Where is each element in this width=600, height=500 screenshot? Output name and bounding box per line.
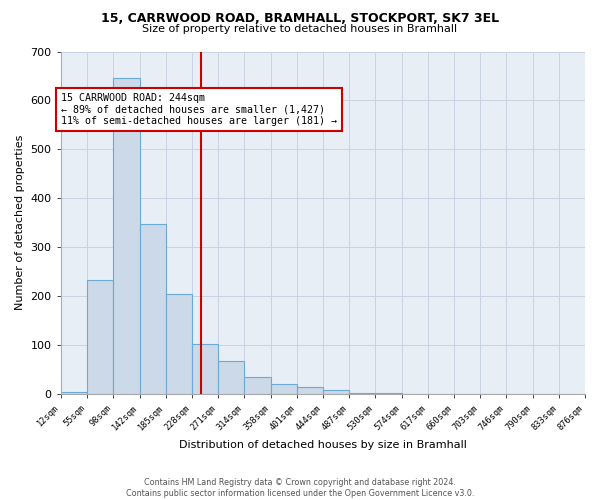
Text: Contains HM Land Registry data © Crown copyright and database right 2024.
Contai: Contains HM Land Registry data © Crown c… [126,478,474,498]
Bar [113,78,140,394]
Bar [218,360,244,394]
Bar [244,377,271,394]
Bar [87,280,113,394]
Bar [140,224,166,394]
Bar [192,344,218,394]
Text: 15, CARRWOOD ROAD, BRAMHALL, STOCKPORT, SK7 3EL: 15, CARRWOOD ROAD, BRAMHALL, STOCKPORT, … [101,12,499,26]
Bar [323,390,349,394]
Y-axis label: Number of detached properties: Number of detached properties [15,135,25,310]
X-axis label: Distribution of detached houses by size in Bramhall: Distribution of detached houses by size … [179,440,467,450]
Bar [271,384,297,394]
Text: Size of property relative to detached houses in Bramhall: Size of property relative to detached ho… [142,24,458,34]
Text: 15 CARRWOOD ROAD: 244sqm
← 89% of detached houses are smaller (1,427)
11% of sem: 15 CARRWOOD ROAD: 244sqm ← 89% of detach… [61,93,337,126]
Bar [349,392,375,394]
Bar [166,294,192,394]
Bar [297,386,323,394]
Bar [375,393,402,394]
Bar [61,392,87,394]
